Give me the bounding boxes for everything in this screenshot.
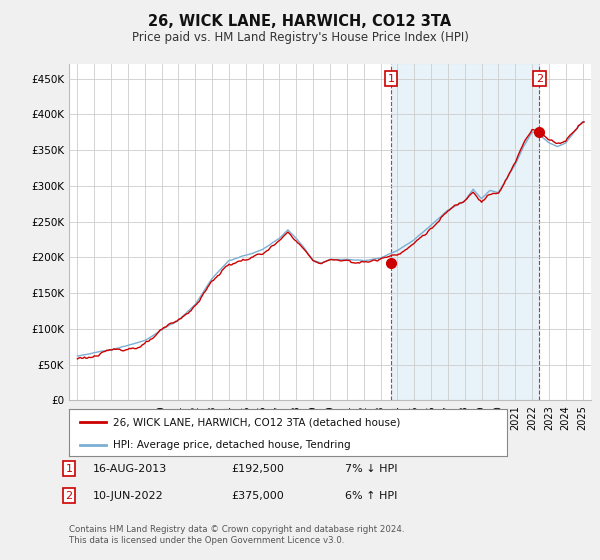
Text: 2: 2 <box>65 491 73 501</box>
Text: 2: 2 <box>536 74 543 83</box>
Text: 1: 1 <box>388 74 394 83</box>
Text: £192,500: £192,500 <box>231 464 284 474</box>
Text: 7% ↓ HPI: 7% ↓ HPI <box>345 464 398 474</box>
Text: 6% ↑ HPI: 6% ↑ HPI <box>345 491 397 501</box>
Text: Price paid vs. HM Land Registry's House Price Index (HPI): Price paid vs. HM Land Registry's House … <box>131 31 469 44</box>
Text: 1: 1 <box>65 464 73 474</box>
Text: Contains HM Land Registry data © Crown copyright and database right 2024.
This d: Contains HM Land Registry data © Crown c… <box>69 525 404 545</box>
Text: 10-JUN-2022: 10-JUN-2022 <box>93 491 164 501</box>
Text: HPI: Average price, detached house, Tendring: HPI: Average price, detached house, Tend… <box>113 440 350 450</box>
Text: 26, WICK LANE, HARWICH, CO12 3TA (detached house): 26, WICK LANE, HARWICH, CO12 3TA (detach… <box>113 417 400 427</box>
Text: 26, WICK LANE, HARWICH, CO12 3TA: 26, WICK LANE, HARWICH, CO12 3TA <box>148 14 452 29</box>
Text: 16-AUG-2013: 16-AUG-2013 <box>93 464 167 474</box>
Text: £375,000: £375,000 <box>231 491 284 501</box>
